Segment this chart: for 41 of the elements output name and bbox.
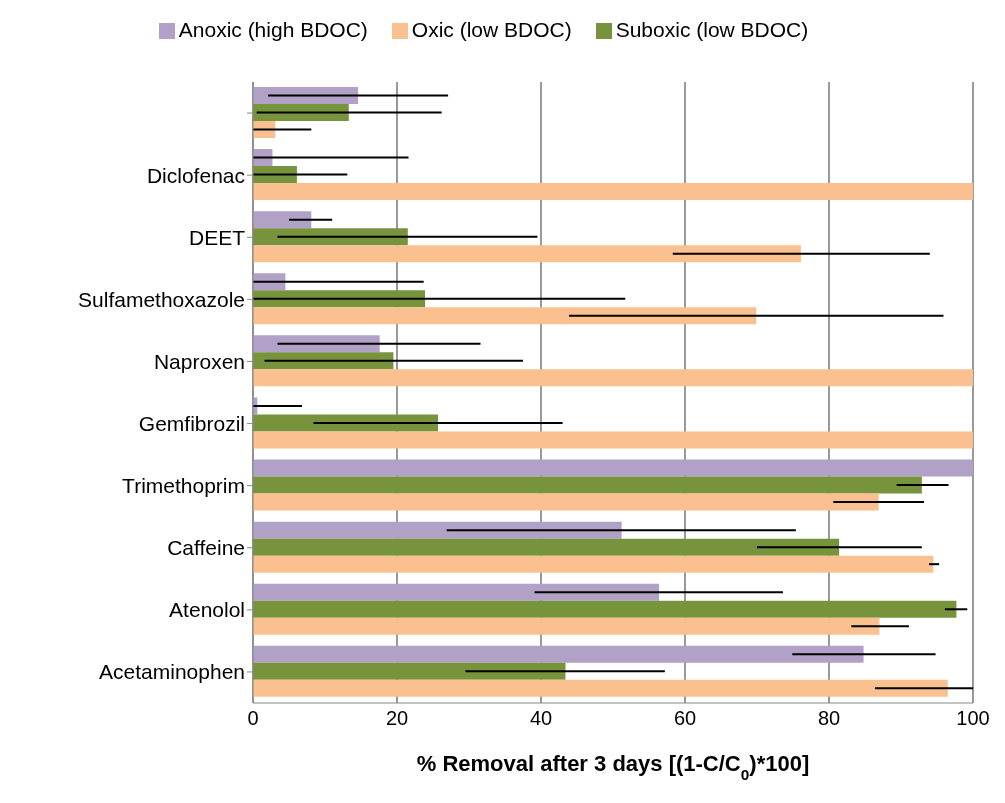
y-tick-label: Acetaminophen bbox=[99, 660, 245, 684]
y-tick-label: Naproxen bbox=[153, 349, 245, 373]
bar bbox=[253, 335, 380, 353]
y-tick-label: Atenolol bbox=[169, 598, 245, 622]
x-tick-label: 40 bbox=[529, 707, 553, 730]
bar bbox=[253, 86, 359, 104]
bar bbox=[253, 645, 864, 663]
x-axis-title: % Removal after 3 days [(1-C/C$_{0}$)*100] bbox=[416, 751, 810, 783]
y-tick-label: Caffeine bbox=[167, 536, 245, 560]
bar bbox=[253, 431, 973, 449]
x-tick-label: 100 bbox=[956, 707, 990, 730]
bar bbox=[253, 617, 880, 635]
x-tick-label: 20 bbox=[385, 707, 409, 730]
bar bbox=[253, 211, 312, 229]
bar bbox=[253, 662, 566, 680]
bar bbox=[253, 538, 840, 556]
bar bbox=[253, 459, 973, 477]
bar bbox=[253, 228, 408, 246]
legend-label: Suboxic (low BDOC) bbox=[615, 18, 809, 41]
bar bbox=[253, 307, 757, 325]
bar bbox=[253, 600, 957, 618]
bar bbox=[253, 476, 922, 494]
bar bbox=[253, 679, 948, 697]
y-tick-label: Sulfamethoxazole bbox=[78, 287, 245, 311]
bar bbox=[253, 583, 660, 601]
bar bbox=[253, 245, 801, 263]
x-tick-label: 80 bbox=[817, 707, 841, 730]
bar bbox=[253, 414, 439, 432]
x-tick-label: 60 bbox=[673, 707, 697, 730]
bar bbox=[253, 555, 934, 573]
bar bbox=[253, 183, 973, 201]
legend-label: Oxic (low BDOC) bbox=[411, 18, 572, 41]
y-tick-label: DEET bbox=[188, 225, 246, 249]
bar bbox=[253, 369, 973, 387]
y-tick-label: Trimethoprim bbox=[122, 474, 245, 498]
bar bbox=[253, 493, 879, 511]
bar bbox=[253, 521, 622, 539]
legend-label: Anoxic (high BDOC) bbox=[178, 18, 368, 41]
y-tick-label: Diclofenac bbox=[146, 163, 245, 187]
y-tick-label: Gemfibrozil bbox=[138, 412, 245, 435]
x-tick-label: 0 bbox=[247, 707, 259, 730]
